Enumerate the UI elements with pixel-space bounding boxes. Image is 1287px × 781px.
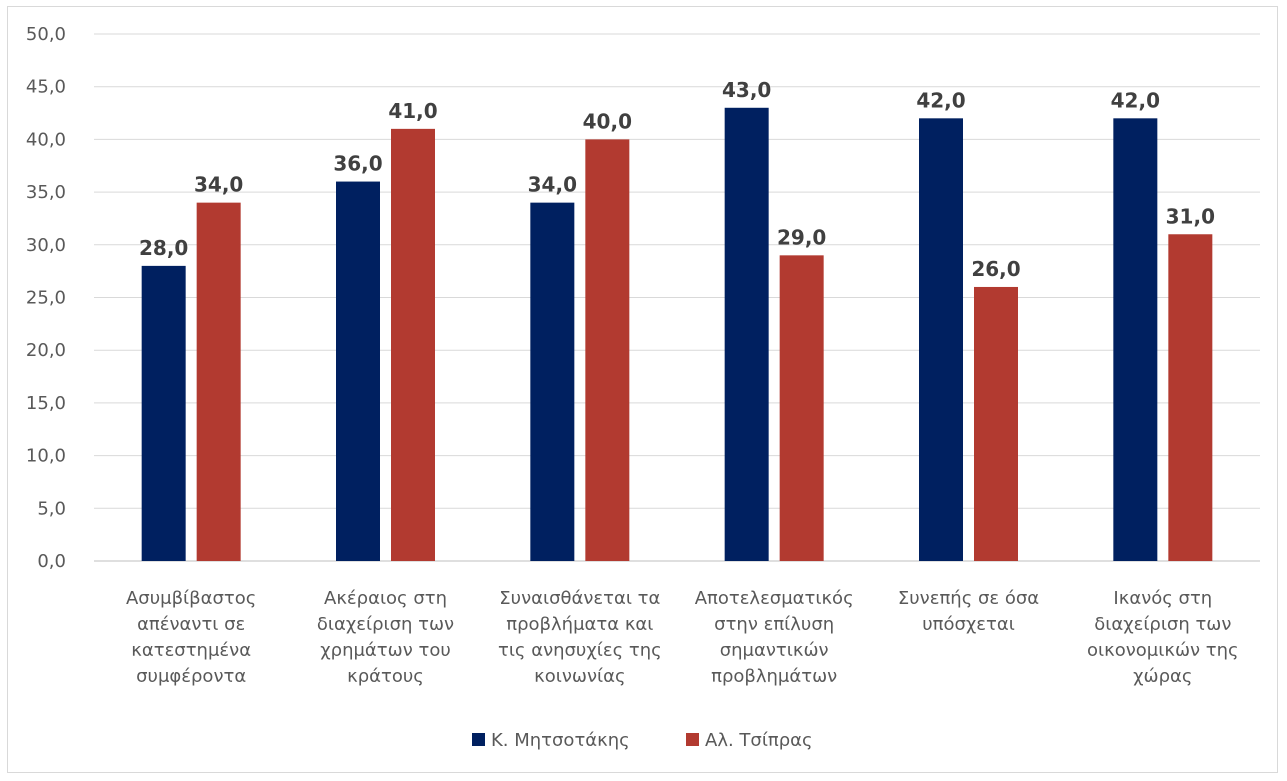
bar-series1: [141, 265, 186, 561]
bar-series1: [724, 107, 769, 561]
x-category-label: Ασυμβίβαστος: [126, 588, 256, 609]
x-category-label: χρημάτων του: [320, 640, 451, 661]
x-category-label: προβλήματα και: [506, 614, 653, 635]
data-label: 34,0: [528, 173, 577, 197]
bar-series2: [974, 286, 1018, 561]
x-category-label: στην επίλυση: [714, 614, 834, 635]
bar-series1: [919, 118, 963, 561]
x-category-label: Συνεπής σε όσα: [898, 588, 1039, 609]
data-label: 43,0: [722, 78, 771, 102]
y-tick-label: 20,0: [26, 340, 66, 361]
data-label: 34,0: [194, 173, 243, 197]
data-label: 42,0: [916, 88, 965, 112]
y-tick-label: 10,0: [26, 446, 66, 467]
legend-swatch: [472, 733, 485, 746]
x-category-label: κατεστημένα: [131, 640, 251, 661]
x-category-label: συμφέροντα: [136, 666, 246, 687]
x-category-label: διαχείριση των: [317, 614, 454, 635]
bar-series2: [1168, 234, 1213, 561]
bar-series1: [530, 202, 575, 561]
x-category-label: οικονομικών της: [1087, 640, 1239, 661]
data-label: 41,0: [388, 99, 437, 123]
y-tick-label: 25,0: [26, 288, 66, 309]
x-category-label: διαχείριση των: [1094, 614, 1231, 635]
x-category-label: Αποτελεσματικός: [695, 588, 854, 609]
y-tick-label: 30,0: [26, 235, 66, 256]
data-label: 36,0: [333, 152, 382, 176]
y-tick-label: 35,0: [26, 182, 66, 203]
x-category-label: Συναισθάνεται τα: [499, 588, 660, 609]
bar-series2: [391, 128, 435, 562]
y-tick-label: 40,0: [26, 129, 66, 150]
x-category-label: προβλημάτων: [711, 666, 837, 687]
y-tick-label: 50,0: [26, 24, 66, 45]
x-category-label: απέναντι σε: [137, 614, 245, 635]
legend-label: Κ. Μητσοτάκης: [491, 730, 630, 751]
x-category-label: κράτους: [347, 666, 424, 687]
data-label: 28,0: [139, 236, 188, 260]
bar-series2: [196, 202, 241, 561]
bar-series2: [779, 255, 824, 561]
data-label: 40,0: [583, 109, 632, 133]
x-category-label: χώρας: [1133, 666, 1192, 687]
data-label: 26,0: [971, 257, 1020, 281]
data-label: 42,0: [1111, 88, 1160, 112]
bar-series1: [1113, 118, 1158, 561]
legend-label: Αλ. Τσίπρας: [705, 730, 813, 751]
x-category-label: Ικανός στη: [1113, 588, 1212, 609]
y-tick-label: 15,0: [26, 393, 66, 414]
x-category-label: τις ανησυχίες της: [498, 640, 662, 661]
x-category-label: Ακέραιος στη: [324, 588, 447, 609]
data-label: 31,0: [1166, 204, 1215, 228]
y-tick-label: 45,0: [26, 77, 66, 98]
bar-series1: [336, 181, 380, 561]
y-tick-label: 5,0: [37, 498, 66, 519]
bar-series2: [585, 139, 630, 561]
y-tick-label: 0,0: [37, 551, 66, 572]
x-category-label: υπόσχεται: [922, 614, 1015, 635]
legend-swatch: [686, 733, 699, 746]
x-category-label: σημαντικών: [720, 640, 829, 661]
x-category-label: κοινωνίας: [534, 666, 625, 687]
data-label: 29,0: [777, 225, 826, 249]
